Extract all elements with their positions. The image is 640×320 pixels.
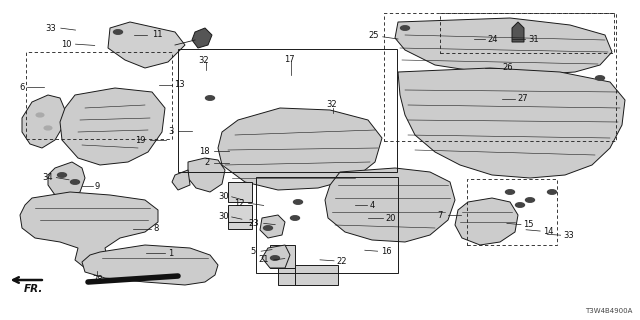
Circle shape <box>271 256 280 260</box>
Bar <box>228 182 252 202</box>
Text: 30: 30 <box>218 212 229 221</box>
Polygon shape <box>325 168 455 242</box>
Polygon shape <box>260 215 285 238</box>
Text: 33: 33 <box>45 24 56 33</box>
Bar <box>256 177 398 273</box>
Bar <box>270 245 295 268</box>
Polygon shape <box>188 158 225 192</box>
Bar <box>467 179 557 245</box>
Text: FR.: FR. <box>24 284 43 294</box>
Text: 17: 17 <box>284 55 294 64</box>
Bar <box>228 205 252 222</box>
Circle shape <box>44 126 52 130</box>
Polygon shape <box>398 68 625 178</box>
Text: 12: 12 <box>234 199 244 208</box>
Text: 1: 1 <box>168 249 173 258</box>
Bar <box>228 219 252 229</box>
Text: 19: 19 <box>136 136 146 145</box>
Bar <box>440 13 614 53</box>
Text: 23: 23 <box>248 219 259 228</box>
Bar <box>278 268 300 285</box>
Text: 16: 16 <box>381 247 392 256</box>
Text: 21: 21 <box>259 255 269 264</box>
Circle shape <box>70 180 79 184</box>
Text: 8: 8 <box>154 224 159 233</box>
Polygon shape <box>395 18 612 75</box>
Bar <box>384 13 616 141</box>
Circle shape <box>506 190 515 194</box>
Text: 7: 7 <box>438 211 443 220</box>
Circle shape <box>401 26 410 30</box>
Text: 10: 10 <box>61 40 72 49</box>
Text: 33: 33 <box>563 231 574 240</box>
Polygon shape <box>512 22 524 42</box>
Text: 32: 32 <box>198 56 209 65</box>
Circle shape <box>294 200 303 204</box>
Polygon shape <box>20 192 158 268</box>
Text: 34: 34 <box>42 173 52 182</box>
Text: 11: 11 <box>152 30 163 39</box>
Circle shape <box>264 226 273 230</box>
Circle shape <box>113 30 122 34</box>
Circle shape <box>58 173 67 177</box>
Text: 24: 24 <box>488 35 498 44</box>
Text: 32: 32 <box>326 100 337 109</box>
Circle shape <box>548 190 557 194</box>
Text: 20: 20 <box>385 214 396 223</box>
Text: 30: 30 <box>218 192 229 201</box>
Circle shape <box>205 96 214 100</box>
Text: 22: 22 <box>336 257 346 266</box>
Text: 31: 31 <box>528 35 539 44</box>
Polygon shape <box>218 108 382 190</box>
Text: 25: 25 <box>369 31 379 40</box>
Text: 15: 15 <box>524 220 534 229</box>
Circle shape <box>595 76 605 80</box>
Text: 13: 13 <box>174 80 185 89</box>
Bar <box>295 265 338 285</box>
Text: T3W4B4900A: T3W4B4900A <box>585 308 632 314</box>
Text: 18: 18 <box>199 147 210 156</box>
Text: 26: 26 <box>502 63 513 72</box>
Polygon shape <box>172 170 190 190</box>
Circle shape <box>525 198 534 202</box>
Text: 14: 14 <box>543 227 553 236</box>
Circle shape <box>291 216 300 220</box>
Polygon shape <box>22 95 65 148</box>
Bar <box>26 52 172 139</box>
Polygon shape <box>455 198 518 245</box>
Polygon shape <box>262 245 290 268</box>
Polygon shape <box>48 162 85 198</box>
Bar <box>178 49 397 172</box>
Polygon shape <box>82 245 218 285</box>
Text: 2: 2 <box>205 158 210 167</box>
Polygon shape <box>60 88 165 165</box>
Circle shape <box>36 113 44 117</box>
Polygon shape <box>192 28 212 48</box>
Text: 27: 27 <box>517 94 528 103</box>
Text: 5: 5 <box>251 247 256 256</box>
Polygon shape <box>108 22 185 68</box>
Text: 6: 6 <box>19 83 24 92</box>
Text: 9: 9 <box>95 182 100 191</box>
Text: 4: 4 <box>370 201 375 210</box>
Text: 28: 28 <box>92 275 102 284</box>
Text: 3: 3 <box>169 127 174 136</box>
Circle shape <box>516 203 525 207</box>
